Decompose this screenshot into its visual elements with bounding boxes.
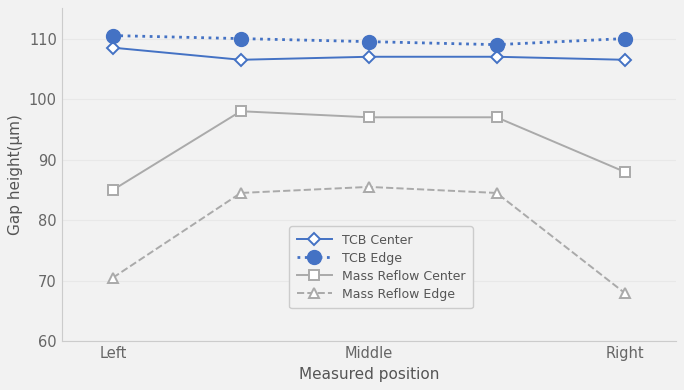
TCB Edge (109, 33, 117, 38)
TCB Edge (237, 36, 245, 41)
Mass Reflow Edge (109, 275, 117, 280)
Line: TCB Edge: TCB Edge (106, 28, 631, 51)
Mass Reflow Edge (237, 191, 245, 195)
TCB Center (620, 57, 629, 62)
Mass Reflow Edge (620, 291, 629, 295)
Mass Reflow Edge (365, 184, 373, 189)
TCB Center (109, 45, 117, 50)
TCB Center (492, 55, 501, 59)
Mass Reflow Center (492, 115, 501, 120)
TCB Center (365, 55, 373, 59)
Legend: TCB Center, TCB Edge, Mass Reflow Center, Mass Reflow Edge: TCB Center, TCB Edge, Mass Reflow Center… (289, 226, 473, 308)
Mass Reflow Center (109, 188, 117, 192)
Y-axis label: Gap height(μm): Gap height(μm) (8, 114, 23, 235)
Line: Mass Reflow Center: Mass Reflow Center (108, 106, 629, 195)
TCB Edge (620, 36, 629, 41)
Mass Reflow Edge (492, 191, 501, 195)
TCB Edge (492, 42, 501, 47)
TCB Center (237, 57, 245, 62)
Mass Reflow Center (237, 109, 245, 113)
Line: Mass Reflow Edge: Mass Reflow Edge (108, 182, 629, 298)
Mass Reflow Center (620, 169, 629, 174)
Line: TCB Center: TCB Center (109, 44, 629, 64)
TCB Edge (365, 39, 373, 44)
X-axis label: Measured position: Measured position (298, 367, 439, 382)
Mass Reflow Center (365, 115, 373, 120)
